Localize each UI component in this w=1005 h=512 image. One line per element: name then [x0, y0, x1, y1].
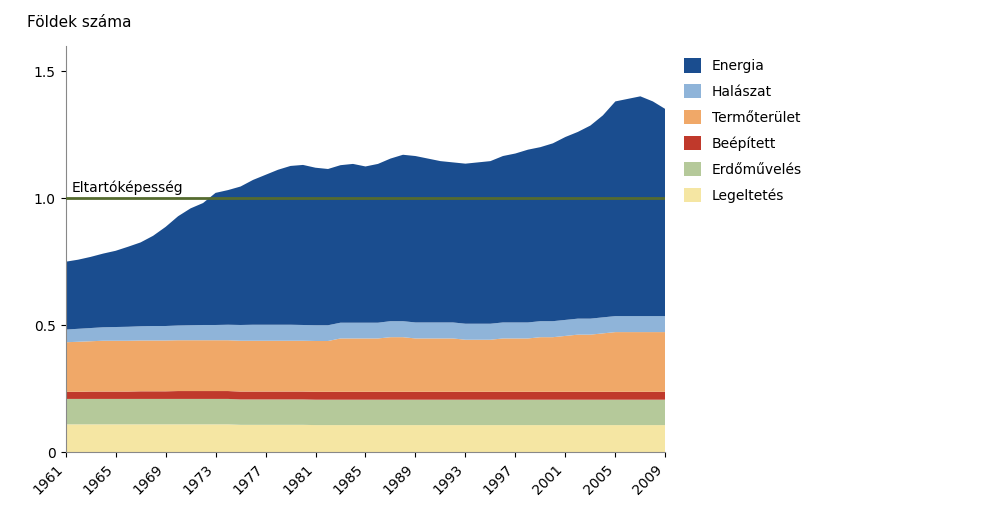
Text: Eltartóképesség: Eltartóképesség [72, 180, 184, 195]
Legend: Energia, Halászat, Termőterület, Beépített, Erdőművelés, Legeltetés: Energia, Halászat, Termőterület, Beépíte… [678, 53, 807, 208]
Text: Földek száma: Földek száma [27, 14, 131, 30]
